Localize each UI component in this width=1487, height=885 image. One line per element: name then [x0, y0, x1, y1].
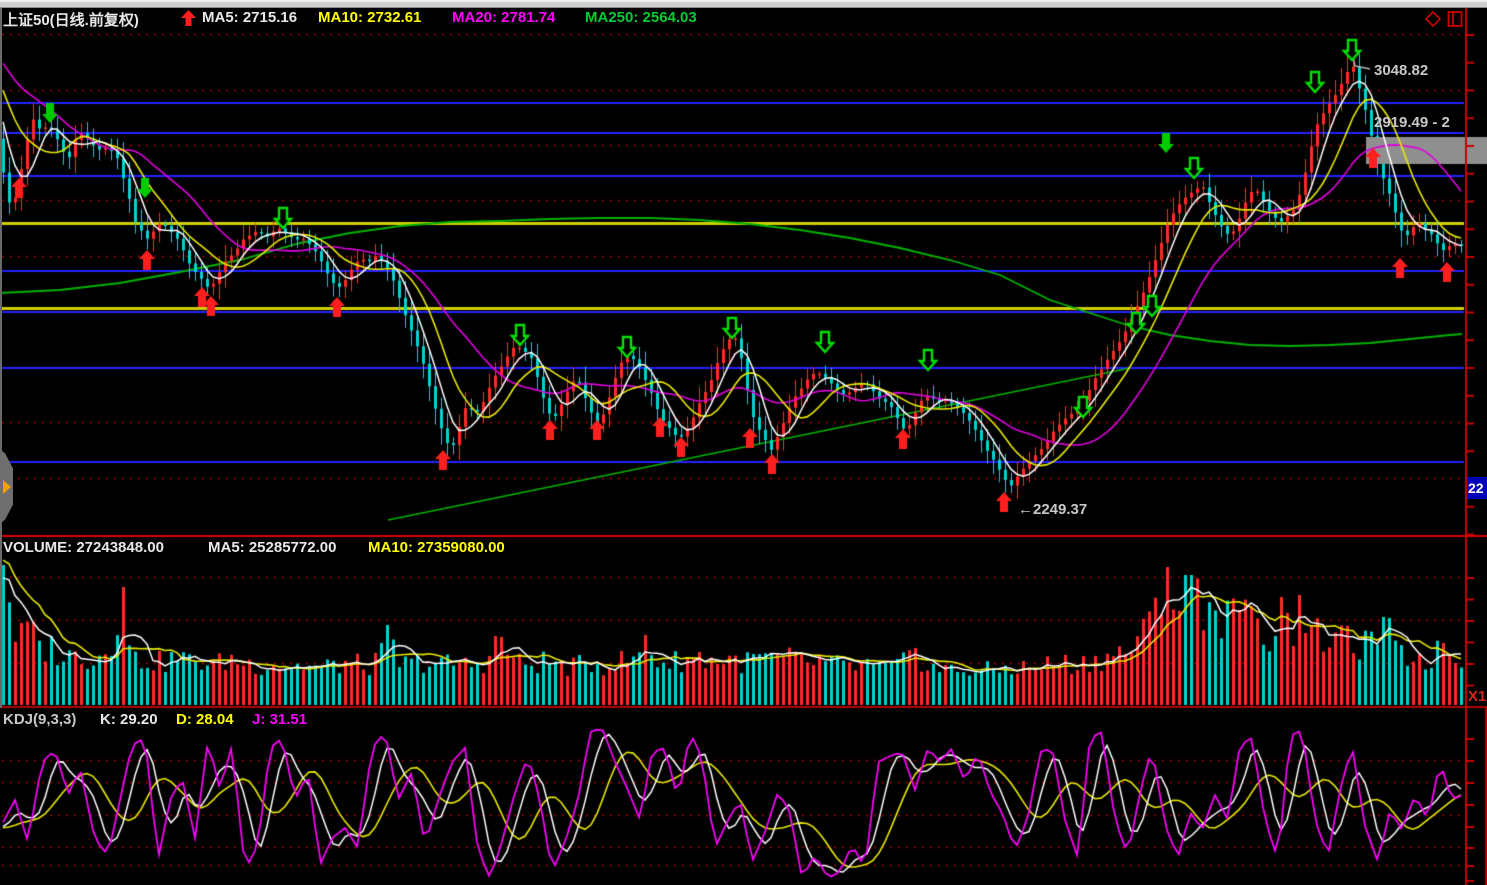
kdj-name-label: KDJ(9,3,3)	[3, 711, 77, 728]
ma250-label: MA250: 2564.03	[585, 9, 697, 26]
window-left-edge	[0, 8, 2, 708]
gap-price-annotation: 2919.49 - 2	[1374, 114, 1450, 131]
expander-arrow-icon	[3, 480, 11, 494]
diamond-icon[interactable]	[1424, 10, 1442, 33]
up-arrow-icon	[181, 10, 196, 31]
kdj-k-label: K: 29.20	[100, 711, 158, 728]
window-top-strip	[0, 0, 1487, 8]
volume-ma10-label: MA10: 27359080.00	[368, 539, 505, 556]
chart-title: 上证50(日线.前复权)	[3, 12, 139, 29]
window-icon[interactable]	[1447, 10, 1463, 33]
volume-label: VOLUME: 27243848.00	[3, 539, 164, 556]
volume-axis-multiplier: X1	[1468, 688, 1487, 705]
low-price-annotation: ←2249.37	[1018, 501, 1088, 518]
peak-price-annotation: 3048.82	[1374, 62, 1429, 79]
sidebar-expander-tab[interactable]	[0, 449, 13, 524]
axis-price-badge: 22	[1467, 477, 1487, 499]
ma5-label: MA5: 2715.16	[202, 9, 298, 26]
ma10-label: MA10: 2732.61	[318, 9, 422, 26]
volume-ma5-label: MA5: 25285772.00	[208, 539, 337, 556]
kdj-d-label: D: 28.04	[176, 711, 234, 728]
ma20-label: MA20: 2781.74	[452, 9, 556, 26]
kdj-j-label: J: 31.51	[252, 711, 308, 728]
